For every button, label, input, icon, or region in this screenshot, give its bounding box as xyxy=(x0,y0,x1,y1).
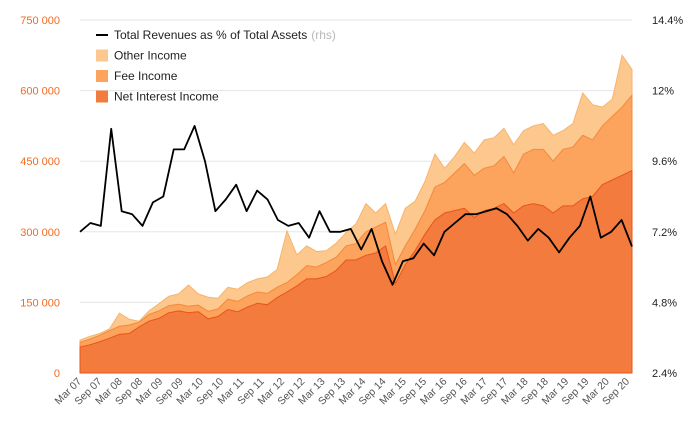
net-interest-income-area xyxy=(79,169,633,374)
legend-entry: Total Revenues as % of Total Assets (rhs) xyxy=(96,28,336,42)
right-axis: 2.4% 4.8% 7.2% 9.6% 12% 14.4% xyxy=(652,15,683,380)
legend-note: (rhs) xyxy=(311,28,336,42)
legend-area-swatch xyxy=(96,70,108,82)
right-tick-label: 4.8% xyxy=(652,297,677,309)
legend-entry: Net Interest Income xyxy=(96,90,219,104)
legend-label: Net Interest Income xyxy=(114,90,219,104)
revenue-ratio-line xyxy=(79,125,633,286)
legend-label: Total Revenues as % of Total Assets xyxy=(114,28,307,42)
right-tick-label: 9.6% xyxy=(652,156,677,168)
left-tick-label: 150 000 xyxy=(20,297,60,309)
stacked-areas xyxy=(79,54,633,374)
legend-entry: Other Income xyxy=(96,49,187,63)
left-axis: 0 150 000 300 000 450 000 600 000 750 000 xyxy=(20,15,60,380)
right-tick-label: 2.4% xyxy=(652,368,677,380)
legend-label: Other Income xyxy=(114,49,187,63)
left-tick-label: 450 000 xyxy=(20,156,60,168)
legend-entry: Fee Income xyxy=(96,69,178,83)
legend-area-swatch xyxy=(96,90,108,103)
revenue-ratio-path xyxy=(79,125,633,286)
legend-label: Fee Income xyxy=(114,69,178,83)
right-tick-label: 12% xyxy=(652,86,674,98)
legend: Total Revenues as % of Total Assets (rhs)… xyxy=(96,28,336,104)
left-tick-label: 750 000 xyxy=(20,15,60,27)
right-tick-label: 14.4% xyxy=(652,15,683,27)
right-tick-label: 7.2% xyxy=(652,227,677,239)
left-tick-label: 300 000 xyxy=(20,227,60,239)
legend-area-swatch xyxy=(96,49,108,62)
left-tick-label: 600 000 xyxy=(20,86,60,98)
left-tick-label: 0 xyxy=(54,368,60,380)
